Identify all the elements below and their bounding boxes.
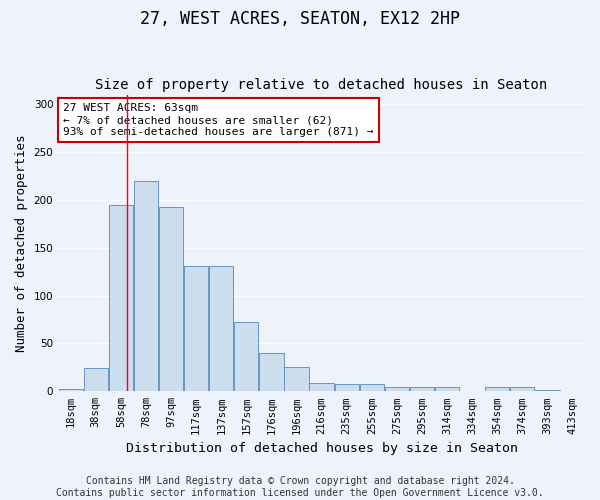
Bar <box>259 353 284 392</box>
Bar <box>109 204 133 392</box>
Bar <box>535 390 560 392</box>
Bar <box>310 382 334 392</box>
Bar <box>510 388 535 392</box>
Text: 27, WEST ACRES, SEATON, EX12 2HP: 27, WEST ACRES, SEATON, EX12 2HP <box>140 10 460 28</box>
Text: Contains HM Land Registry data © Crown copyright and database right 2024.
Contai: Contains HM Land Registry data © Crown c… <box>56 476 544 498</box>
Bar <box>234 322 259 392</box>
Bar <box>284 368 308 392</box>
Bar <box>359 384 384 392</box>
Bar <box>485 388 509 392</box>
Y-axis label: Number of detached properties: Number of detached properties <box>15 134 28 352</box>
Title: Size of property relative to detached houses in Seaton: Size of property relative to detached ho… <box>95 78 548 92</box>
Bar <box>134 180 158 392</box>
Text: 27 WEST ACRES: 63sqm
← 7% of detached houses are smaller (62)
93% of semi-detach: 27 WEST ACRES: 63sqm ← 7% of detached ho… <box>64 104 374 136</box>
X-axis label: Distribution of detached houses by size in Seaton: Distribution of detached houses by size … <box>125 442 518 455</box>
Bar <box>385 386 409 392</box>
Bar <box>83 368 108 392</box>
Bar <box>410 386 434 392</box>
Bar <box>184 266 208 392</box>
Bar <box>159 206 183 392</box>
Bar <box>209 266 233 392</box>
Bar <box>335 384 359 392</box>
Bar <box>435 388 459 392</box>
Bar <box>59 390 83 392</box>
